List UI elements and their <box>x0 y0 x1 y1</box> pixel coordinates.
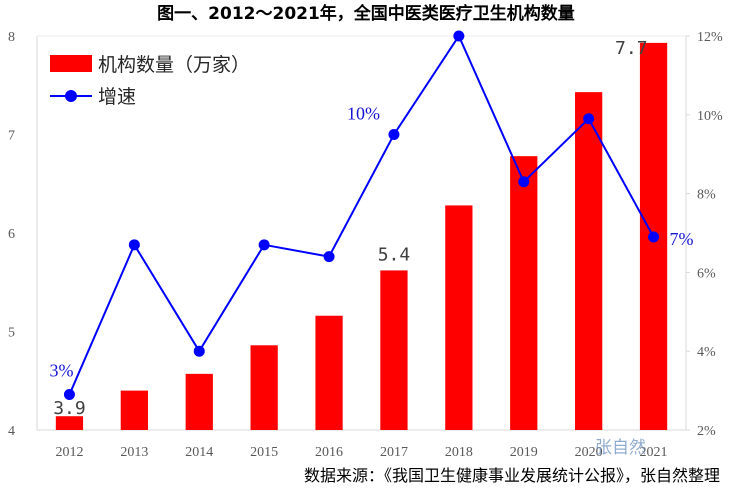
x-axis-tick: 2014 <box>185 445 213 460</box>
legend-bar-label: 机构数量（万家） <box>98 54 250 76</box>
bar <box>445 205 473 430</box>
watermark: 张自然 <box>595 438 646 458</box>
left-axis-tick: 5 <box>8 326 15 341</box>
growth-point <box>258 239 270 251</box>
growth-point <box>128 239 140 251</box>
right-axis-tick: 10% <box>697 109 723 124</box>
bar <box>250 345 278 430</box>
source-note: 数据来源：《我国卫生健康事业发展统计公报》，张自然整理 <box>304 466 720 485</box>
legend-bar-swatch <box>50 55 92 72</box>
bar <box>120 390 148 430</box>
x-axis-ticks: 2012 2013 2014 2015 2016 2017 2018 2019 2020 2021 <box>55 445 667 460</box>
bar <box>575 92 603 431</box>
bar <box>380 270 408 430</box>
growth-point <box>323 251 335 263</box>
legend: 机构数量（万家） 增速 <box>50 54 250 108</box>
x-axis-tick: 2012 <box>55 445 83 460</box>
left-axis-tick: 8 <box>8 30 15 45</box>
growth-point <box>193 345 205 357</box>
bar-series <box>55 42 668 431</box>
x-axis-tick: 2016 <box>315 445 343 460</box>
growth-point <box>583 113 595 125</box>
growth-value-label: 10% <box>347 104 380 124</box>
growth-point <box>518 176 530 188</box>
bar-value-label: 7.7 <box>615 38 648 59</box>
x-axis-tick: 2018 <box>445 445 473 460</box>
chart-title: 图一、2012～2021年，全国中医类医疗卫生机构数量 <box>157 3 575 24</box>
left-axis-tick: 4 <box>8 424 15 439</box>
right-axis-tick: 12% <box>697 30 723 45</box>
left-axis-ticks: 4 5 6 7 8 <box>8 30 15 439</box>
right-axis-ticks: 2% 4% 6% 8% 10% 12% <box>686 30 723 439</box>
bar <box>185 373 213 430</box>
x-axis-tick: 2015 <box>250 445 278 460</box>
growth-value-label: 3% <box>49 361 73 381</box>
left-axis-tick: 7 <box>8 129 15 144</box>
left-axis-tick: 6 <box>8 227 15 242</box>
right-axis-tick: 8% <box>697 188 716 203</box>
bar <box>55 416 84 430</box>
bar-value-label: 5.4 <box>378 244 411 265</box>
bar <box>510 156 538 431</box>
x-axis-tick: 2019 <box>510 445 538 460</box>
right-axis-tick: 2% <box>697 424 716 439</box>
growth-point <box>648 231 660 243</box>
growth-value-label: 7% <box>670 229 694 249</box>
right-axis-tick: 6% <box>697 266 716 281</box>
bar <box>315 315 343 430</box>
data-labels: 3.9 5.4 7.7 3% 10% 7% <box>49 38 693 419</box>
x-axis-tick: 2017 <box>380 445 408 460</box>
growth-point <box>388 129 400 140</box>
bar-value-label: 3.9 <box>53 398 86 419</box>
legend-line-label: 增速 <box>98 86 136 108</box>
growth-point <box>63 389 75 401</box>
right-axis-tick: 4% <box>697 345 716 360</box>
x-axis-tick: 2021 <box>640 445 668 460</box>
growth-point <box>453 30 465 42</box>
legend-line-marker <box>65 90 77 102</box>
growth-line <box>68 33 655 395</box>
growth-line-series <box>63 30 660 401</box>
x-axis-tick: 2013 <box>120 445 148 460</box>
x-axis-tick: 2020 <box>575 445 603 460</box>
